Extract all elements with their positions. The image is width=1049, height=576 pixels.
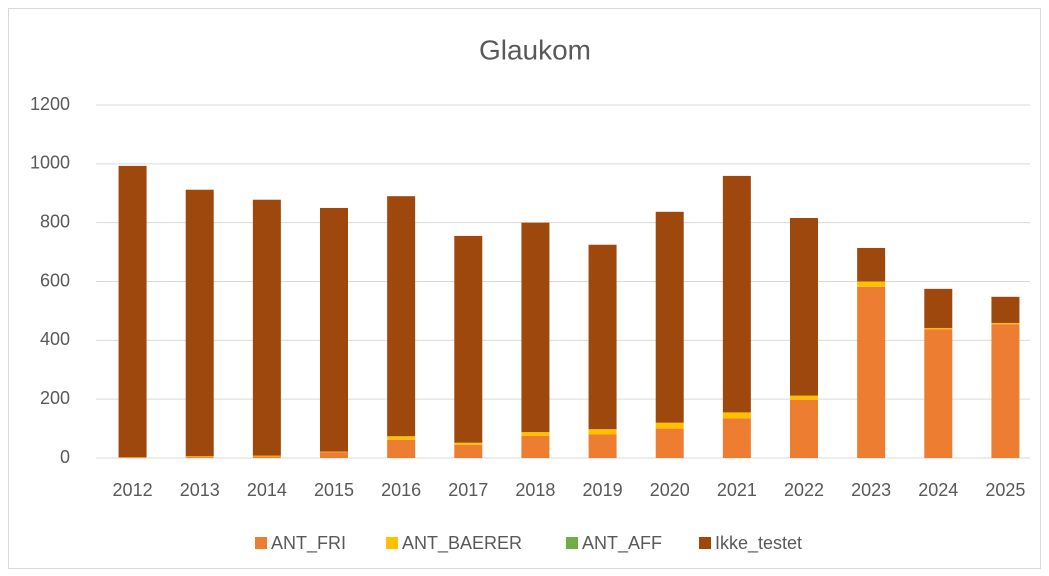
legend-swatch bbox=[566, 537, 578, 549]
y-tick-label: 1000 bbox=[30, 153, 70, 173]
bar-segment bbox=[588, 434, 617, 458]
bar-segment bbox=[655, 422, 684, 429]
bar-segment bbox=[588, 244, 617, 430]
bar-segment bbox=[387, 439, 416, 458]
legend-label: ANT_FRI bbox=[271, 533, 346, 554]
bar-segment bbox=[857, 281, 886, 287]
bar-segment bbox=[521, 432, 550, 436]
x-tick-label: 2015 bbox=[314, 480, 354, 500]
x-tick-label: 2018 bbox=[515, 480, 555, 500]
x-tick-label: 2023 bbox=[851, 480, 891, 500]
bar-segment bbox=[118, 457, 147, 458]
bar-segment bbox=[790, 399, 818, 458]
bar-segment bbox=[521, 222, 550, 433]
bar-segment bbox=[722, 175, 751, 413]
bar-segment bbox=[252, 455, 281, 457]
x-tick-label: 2014 bbox=[247, 480, 287, 500]
legend-label: ANT_BAERER bbox=[402, 533, 522, 554]
bar-segment bbox=[722, 412, 751, 419]
legend-swatch bbox=[386, 537, 398, 549]
bar-segment bbox=[790, 395, 818, 400]
y-tick-label: 400 bbox=[40, 329, 70, 349]
y-tick-label: 800 bbox=[40, 211, 70, 231]
bar-segment bbox=[924, 327, 953, 330]
bar-segment bbox=[387, 436, 416, 440]
x-tick-label: 2022 bbox=[784, 480, 824, 500]
y-tick-label: 1200 bbox=[30, 94, 70, 114]
bar-segment bbox=[588, 429, 617, 435]
bar-segment bbox=[185, 456, 214, 458]
chart-title: Glaukom bbox=[479, 34, 591, 65]
bar-segment bbox=[857, 247, 886, 282]
legend-label: Ikke_testet bbox=[715, 533, 802, 554]
bar-segment bbox=[454, 444, 483, 458]
bar-segment bbox=[454, 235, 483, 443]
x-tick-label: 2024 bbox=[918, 480, 958, 500]
x-tick-label: 2020 bbox=[650, 480, 690, 500]
bar-segment bbox=[991, 324, 1020, 458]
bar-segment bbox=[320, 452, 348, 458]
bar-segment bbox=[924, 329, 953, 458]
x-tick-label: 2019 bbox=[583, 480, 623, 500]
bar-segment bbox=[252, 199, 281, 456]
y-tick-label: 200 bbox=[40, 388, 70, 408]
y-tick-label: 0 bbox=[60, 447, 70, 467]
bar-segment bbox=[991, 296, 1020, 323]
bar-segment bbox=[790, 217, 818, 396]
bar-segment bbox=[320, 207, 348, 452]
x-tick-label: 2013 bbox=[180, 480, 220, 500]
x-tick-label: 2021 bbox=[717, 480, 757, 500]
bar-segment bbox=[118, 165, 147, 458]
legend-swatch bbox=[255, 537, 267, 549]
bar-segment bbox=[857, 286, 886, 458]
bar-segment bbox=[521, 435, 550, 458]
bar-segment bbox=[185, 457, 214, 458]
x-tick-label: 2016 bbox=[381, 480, 421, 500]
bar-segment bbox=[185, 189, 214, 457]
bar-segment bbox=[454, 442, 483, 445]
legend-label: ANT_AFF bbox=[582, 533, 662, 554]
bar-segment bbox=[387, 196, 416, 437]
bar-segment bbox=[320, 451, 348, 453]
bar-segment bbox=[655, 428, 684, 458]
x-tick-label: 2025 bbox=[985, 480, 1025, 500]
bar-segment bbox=[252, 456, 281, 458]
legend-swatch bbox=[699, 537, 711, 549]
x-tick-label: 2017 bbox=[448, 480, 488, 500]
x-tick-label: 2012 bbox=[113, 480, 153, 500]
bar-segment bbox=[655, 211, 684, 423]
bar-segment bbox=[722, 418, 751, 458]
bar-segment bbox=[924, 288, 953, 328]
y-tick-label: 600 bbox=[40, 270, 70, 290]
bar-segment bbox=[991, 322, 1020, 325]
